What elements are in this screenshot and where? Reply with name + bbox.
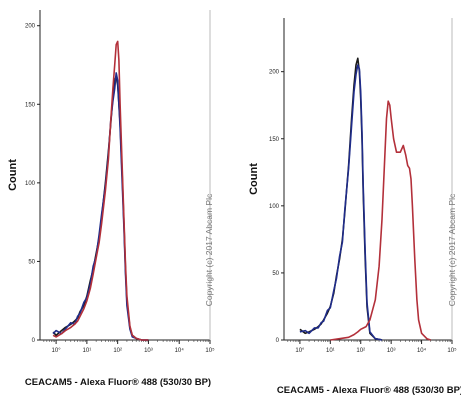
- copyright-annotation: Copyright (c) 2017 Abcam Plc: [204, 193, 214, 306]
- histogram-series-line: [299, 57, 383, 341]
- histogram-series-line: [52, 40, 149, 341]
- x-tick-label: 10°: [295, 348, 305, 354]
- x-tick-label: 10°: [52, 348, 62, 354]
- y-tick-label: 200: [269, 70, 280, 76]
- y-tick-label: 0: [276, 338, 280, 344]
- y-tick-label: 0: [32, 338, 36, 344]
- histogram-series-line: [52, 75, 149, 341]
- histogram-series-line: [52, 72, 149, 341]
- y-tick-label: 200: [25, 24, 36, 30]
- x-tick-label: 10¹: [326, 348, 335, 354]
- y-tick-label: 150: [25, 102, 36, 108]
- x-tick-label: 10²: [356, 348, 365, 354]
- y-tick-label: 50: [272, 271, 279, 277]
- x-tick-label: 10⁵: [205, 347, 215, 354]
- histogram-series-line: [299, 64, 383, 341]
- y-tick-label: 150: [269, 137, 280, 143]
- y-axis-label: Count: [248, 163, 260, 195]
- histogram-series-line: [330, 100, 431, 341]
- x-tick-label: 10³: [387, 348, 396, 354]
- y-tick-label: 100: [25, 181, 36, 187]
- x-tick-label: 10³: [144, 348, 153, 354]
- x-axis-label: CEACAM5 - Alexa Fluor® 488 (530/30 BP): [277, 385, 461, 396]
- y-tick-label: 50: [28, 259, 35, 265]
- copyright-annotation: Copyright (c) 2017 Abcam Plc: [447, 193, 457, 306]
- x-tick-label: 10²: [113, 348, 122, 354]
- x-tick-label: 10⁵: [447, 347, 457, 354]
- x-axis-label: CEACAM5 - Alexa Fluor® 488 (530/30 BP): [25, 377, 211, 388]
- x-tick-label: 10⁴: [175, 347, 185, 354]
- y-axis-label: Count: [7, 159, 19, 191]
- x-tick-label: 10⁴: [417, 347, 427, 354]
- y-tick-label: 100: [269, 204, 280, 210]
- x-tick-label: 10¹: [83, 348, 92, 354]
